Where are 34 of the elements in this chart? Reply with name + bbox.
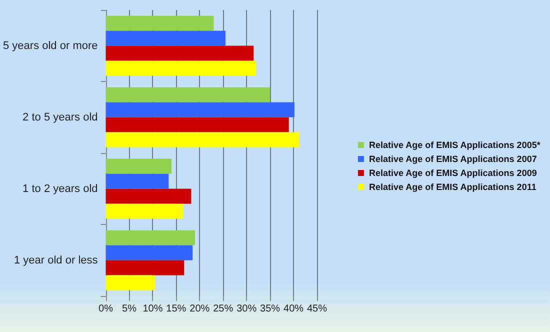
x-tick-label: 10% bbox=[142, 304, 163, 314]
x-tick-label: 35% bbox=[260, 304, 280, 314]
bar bbox=[106, 30, 226, 46]
bar bbox=[106, 87, 270, 102]
bar bbox=[106, 60, 256, 76]
bar bbox=[106, 245, 193, 260]
x-tick-label: 20% bbox=[190, 304, 210, 314]
bar bbox=[106, 46, 254, 61]
bar bbox=[106, 158, 172, 174]
x-tick-label: 45% bbox=[306, 304, 328, 314]
bar bbox=[106, 188, 192, 204]
bar bbox=[106, 204, 184, 219]
y-tick-label: 5 years old or more bbox=[2, 40, 98, 52]
bar bbox=[106, 132, 300, 148]
bar bbox=[106, 174, 169, 189]
x-tick-label: 30% bbox=[236, 304, 257, 314]
legend-label: Relative Age of EMIS Applications 2005* bbox=[368, 140, 541, 150]
x-tick-label: 40% bbox=[284, 304, 304, 314]
bar bbox=[106, 117, 289, 132]
legend-label: Relative Age of EMIS Applications 2009 bbox=[368, 168, 537, 178]
x-tick-label: 5% bbox=[122, 304, 137, 314]
y-tick-label: 2 to 5 years old bbox=[22, 111, 98, 124]
x-tick-label: 25% bbox=[213, 304, 234, 314]
y-tick-label: 1 year old or less bbox=[14, 254, 98, 266]
y-tick-label: 1 to 2 years old bbox=[22, 182, 98, 195]
legend-label: Relative Age of EMIS Applications 2007 bbox=[368, 154, 537, 164]
bar bbox=[106, 16, 214, 31]
bar bbox=[106, 102, 294, 118]
legend-label: Relative Age of EMIS Applications 2011 bbox=[368, 182, 536, 192]
x-tick-label: 15% bbox=[166, 304, 186, 314]
bar bbox=[106, 275, 156, 290]
bar bbox=[106, 230, 195, 246]
x-tick-label: 0% bbox=[98, 304, 114, 314]
bar bbox=[106, 260, 184, 276]
